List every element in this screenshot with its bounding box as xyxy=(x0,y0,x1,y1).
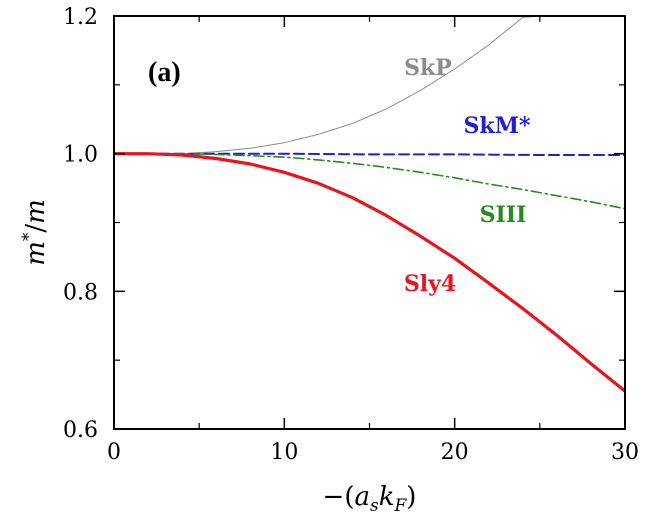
y-tick-label: 1.2 xyxy=(63,5,98,30)
series-label-siii: SIII xyxy=(480,202,527,228)
y-axis-title: m*/m xyxy=(19,199,51,266)
y-tick-label: 1.0 xyxy=(63,143,98,168)
plot-frame xyxy=(113,15,626,430)
ticks: 0 10 20 30 0.6 0.8 1.0 1.2 xyxy=(63,5,639,465)
series-label-skm: SkM* xyxy=(464,113,531,139)
x-tick-label: 20 xyxy=(441,440,469,465)
series-line-sly4 xyxy=(114,152,625,393)
x-tick-label: 30 xyxy=(611,440,639,465)
series-label-skp: SkP xyxy=(404,55,452,81)
labels: (a) −(askF) m*/m SkP SkM* SIII Sly4 xyxy=(19,55,531,516)
series-label-sly4: Sly4 xyxy=(404,271,456,297)
y-tick-label: 0.6 xyxy=(63,418,98,443)
series-line-siii xyxy=(114,152,625,210)
plot-area xyxy=(113,15,626,430)
series-line-skp xyxy=(114,16,541,155)
panel-label: (a) xyxy=(148,57,181,88)
x-tick-label: 0 xyxy=(107,440,121,465)
y-tick-label: 0.8 xyxy=(63,280,98,305)
x-tick-label: 10 xyxy=(270,440,298,465)
series-group xyxy=(114,16,625,393)
x-axis-title: −(askF) xyxy=(323,482,417,516)
